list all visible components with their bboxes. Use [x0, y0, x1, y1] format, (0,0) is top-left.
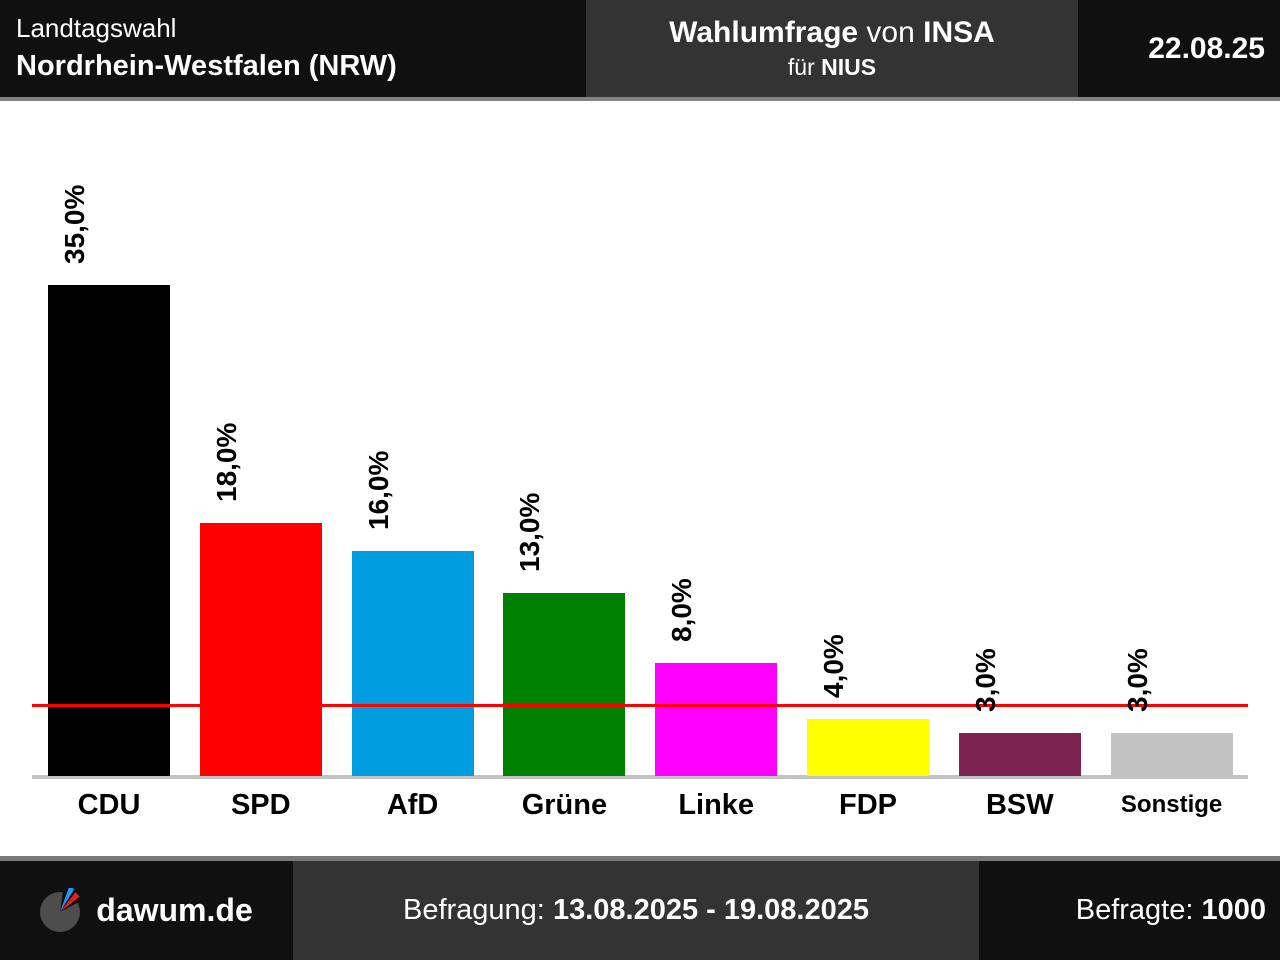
poll-client: NIUS	[821, 54, 877, 80]
footer-survey-box: Befragung: 13.08.2025 - 19.08.2025	[293, 861, 979, 960]
survey-label: Befragung:	[402, 894, 553, 926]
poll-subtitle: für NIUS	[788, 54, 876, 81]
category-label-grüne: Grüne	[521, 789, 608, 821]
bar-bsw	[958, 733, 1081, 776]
respondents-count: 1000	[1201, 894, 1266, 926]
value-label-bsw: 3,0%	[969, 648, 1001, 712]
poll-title-word: Wahlumfrage	[669, 16, 859, 49]
brand-name: dawum.de	[96, 892, 253, 928]
pie-chart-logo-icon	[40, 887, 84, 932]
poll-institute: INSA	[923, 16, 995, 49]
value-label-grüne: 13,0%	[514, 492, 546, 572]
survey-dates: 13.08.2025 - 19.08.2025	[552, 894, 869, 926]
category-label-fdp: FDP	[839, 789, 897, 821]
bar-cdu	[48, 285, 170, 776]
poll-title-connector: von	[866, 16, 915, 49]
respondents: Befragte: 1000	[1076, 894, 1266, 927]
bar-linke	[655, 663, 778, 776]
bar-afd	[351, 551, 474, 776]
bar-grüne	[503, 593, 626, 776]
value-label-spd: 18,0%	[210, 422, 242, 502]
publication-date: 22.08.25	[1148, 31, 1265, 65]
footer: dawum.de Befragung: 13.08.2025 - 19.08.2…	[0, 861, 1280, 960]
x-axis-line	[32, 775, 1248, 779]
category-label-sonstige: Sonstige	[1120, 791, 1223, 818]
election-region: Nordrhein-Westfalen (NRW)	[16, 50, 397, 82]
value-label-cdu: 35,0%	[59, 184, 90, 264]
respondents-label: Befragte:	[1075, 894, 1202, 926]
survey-period: Befragung: 13.08.2025 - 19.08.2025	[403, 894, 869, 927]
footer-divider	[0, 856, 1280, 861]
category-label-bsw: BSW	[985, 789, 1054, 821]
category-label-linke: Linke	[678, 789, 755, 821]
header: Landtagswahl Nordrhein-Westfalen (NRW) W…	[0, 0, 1280, 97]
value-label-afd: 16,0%	[362, 450, 394, 530]
header-date-box: 22.08.25	[1078, 0, 1280, 97]
category-label-spd: SPD	[230, 789, 291, 821]
value-label-linke: 8,0%	[666, 578, 698, 642]
value-label-sonstige: 3,0%	[1121, 648, 1153, 712]
poll-subtitle-connector: für	[787, 54, 815, 80]
chart-area: 35,0% CDU 18,0% SPD 16,0% AfD 13,0% Grüne 8,0% Li…	[0, 101, 1280, 856]
bar-sonstige	[1110, 733, 1233, 776]
footer-respondents-box: Befragte: 1000	[979, 861, 1280, 960]
five-percent-threshold-line	[32, 704, 1248, 707]
bar-spd	[199, 523, 322, 776]
election-type: Landtagswahl	[16, 13, 177, 43]
value-label-fdp: 4,0%	[818, 634, 849, 698]
category-label-afd: AfD	[386, 789, 439, 821]
bar-fdp	[807, 719, 929, 776]
category-label-cdu: CDU	[77, 789, 141, 821]
poll-title: Wahlumfrage von INSA	[669, 16, 995, 50]
header-divider	[0, 97, 1280, 101]
header-poll-source: Wahlumfrage von INSA für NIUS	[586, 0, 1078, 97]
footer-brand-box: dawum.de	[0, 861, 293, 960]
header-election-title: Landtagswahl Nordrhein-Westfalen (NRW)	[0, 0, 586, 97]
